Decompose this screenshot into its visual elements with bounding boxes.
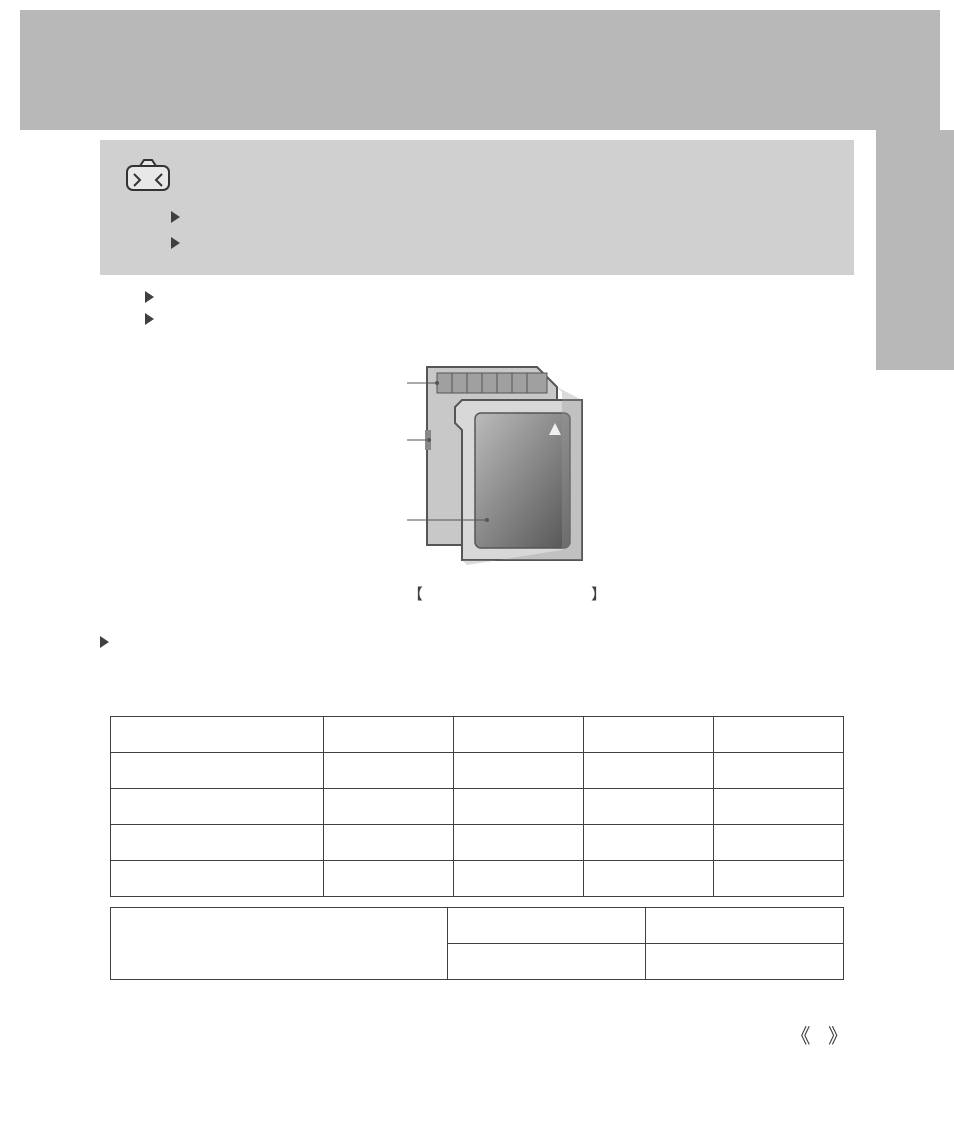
bullet-triangle-icon xyxy=(171,211,180,223)
caption-bracket-left: 【 xyxy=(408,586,423,603)
bullet-triangle-icon xyxy=(100,636,109,648)
side-tab xyxy=(876,130,954,370)
table-cell xyxy=(111,717,324,753)
lower-bullet xyxy=(0,632,954,648)
table-row xyxy=(111,908,844,944)
table-cell xyxy=(323,717,453,753)
table-cell xyxy=(583,861,713,897)
table-cell xyxy=(713,861,843,897)
bullet-triangle-icon xyxy=(171,237,180,249)
table-cell xyxy=(583,825,713,861)
table-cell xyxy=(453,861,583,897)
caption-bracket-right: 】 xyxy=(591,586,606,603)
page-header-bar xyxy=(20,10,940,130)
table-row xyxy=(111,861,844,897)
table-row xyxy=(111,753,844,789)
spec-table-2 xyxy=(110,907,844,980)
table-cell xyxy=(323,753,453,789)
info-line-2 xyxy=(126,233,828,249)
table-cell xyxy=(323,861,453,897)
table-cell xyxy=(453,825,583,861)
table-cell xyxy=(646,944,844,980)
memory-card-illustration xyxy=(407,355,607,565)
table-cell xyxy=(713,717,843,753)
spec-table-container xyxy=(0,716,954,980)
table-cell xyxy=(646,908,844,944)
bullet-triangle-icon xyxy=(145,291,154,303)
table-cell xyxy=(583,717,713,753)
table-row xyxy=(111,825,844,861)
table-cell xyxy=(453,753,583,789)
table-cell xyxy=(448,944,646,980)
page-footer: 《 》 xyxy=(0,980,954,1069)
table-row xyxy=(111,717,844,753)
table-cell xyxy=(111,825,324,861)
spec-table-1 xyxy=(110,716,844,897)
table-cell xyxy=(323,825,453,861)
table-cell xyxy=(583,789,713,825)
memory-card-figure xyxy=(0,355,954,565)
table-row xyxy=(111,789,844,825)
table-cell xyxy=(713,753,843,789)
table-cell xyxy=(111,789,324,825)
page-number-brackets: 《 》 xyxy=(790,1026,854,1048)
table-cell xyxy=(453,717,583,753)
table-cell xyxy=(713,789,843,825)
body-bullet-2 xyxy=(145,309,854,325)
table-cell xyxy=(453,789,583,825)
table-cell xyxy=(111,861,324,897)
card-caption: 【 】 xyxy=(0,583,954,604)
bullet-triangle-icon xyxy=(145,313,154,325)
table-cell xyxy=(111,753,324,789)
table-cell xyxy=(448,908,646,944)
info-line-1 xyxy=(126,207,828,223)
table-cell xyxy=(111,908,448,980)
info-callout-box xyxy=(100,140,854,275)
body-bullet-1 xyxy=(145,287,854,303)
table-cell xyxy=(583,753,713,789)
table-cell xyxy=(713,825,843,861)
table-cell xyxy=(323,789,453,825)
camera-icon xyxy=(126,158,170,195)
